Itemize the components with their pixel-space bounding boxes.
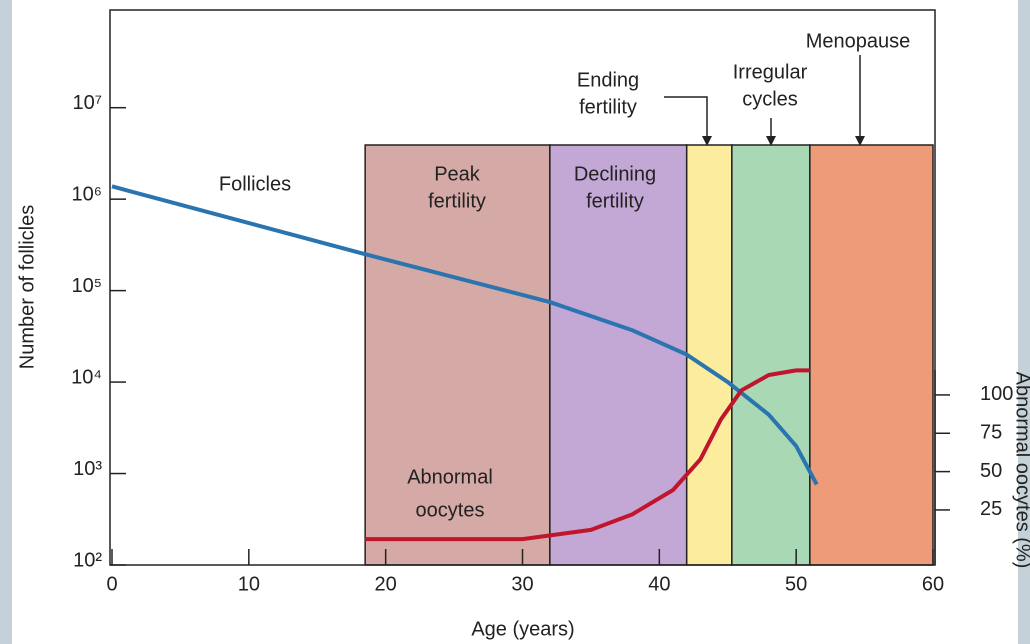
band-label: Peak (434, 163, 481, 185)
x-tick-label: 50 (785, 573, 807, 595)
band-label: Menopause (806, 30, 911, 52)
series-line (111, 184, 819, 486)
y2-tick-label: 75 (980, 422, 1002, 444)
band-label: fertility (428, 190, 486, 212)
band-label: fertility (579, 96, 637, 118)
series-label: Abnormal (407, 466, 493, 488)
band-label: Ending (577, 69, 639, 91)
series-line (365, 368, 810, 542)
x-tick-label: 30 (511, 573, 533, 595)
band-label: Irregular (733, 61, 808, 83)
y-tick-label: 10⁷ (73, 92, 102, 114)
band-label: Declining (574, 163, 656, 185)
arrow-head (855, 136, 865, 146)
y2-tick-label: 100 (980, 383, 1013, 405)
band-label: fertility (586, 190, 644, 212)
phase-band (809, 144, 934, 566)
y-tick-label: 10⁵ (71, 275, 102, 297)
x-axis-label: Age (years) (471, 618, 574, 640)
marks (111, 184, 819, 542)
band-label: cycles (742, 88, 798, 110)
y-tick-label: 10³ (73, 458, 102, 480)
y-tick-label: 10² (73, 549, 102, 571)
x-tick-label: 0 (106, 573, 117, 595)
arrow-heads (702, 136, 865, 146)
x-tick-label: 60 (922, 573, 944, 595)
y-tick-label: 10⁴ (71, 366, 102, 388)
x-tick-label: 40 (648, 573, 670, 595)
series-label: Follicles (219, 173, 291, 195)
arrow-head (702, 136, 712, 146)
series-label: oocytes (416, 499, 485, 521)
arrow (664, 96, 708, 140)
arrow-head (766, 136, 776, 146)
x-tick-label: 10 (238, 573, 260, 595)
y2-tick-label: 25 (980, 498, 1002, 520)
y2-axis-label: Abnormal oocytes (%) (1012, 372, 1030, 569)
y2-tick-label: 50 (980, 460, 1002, 482)
x-tick-label: 20 (375, 573, 397, 595)
phase-band (731, 144, 811, 566)
phase-band (685, 144, 733, 566)
phase-band (364, 144, 551, 566)
y-axis-label: Number of follicles (16, 205, 38, 370)
y-tick-label: 10⁶ (72, 183, 102, 205)
